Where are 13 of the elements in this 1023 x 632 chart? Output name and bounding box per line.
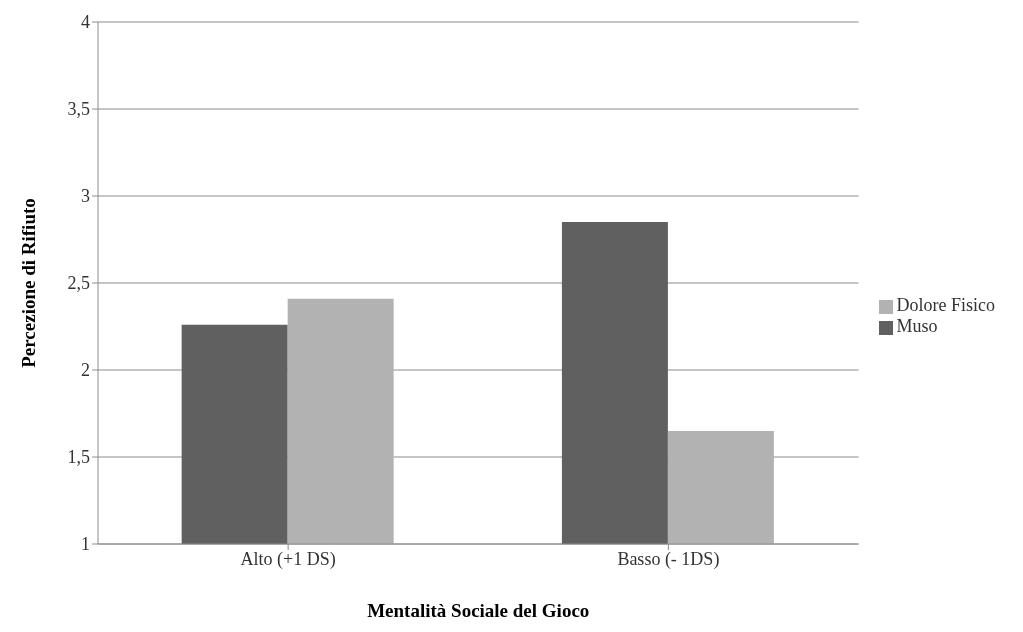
y-tick-label: 1 bbox=[81, 534, 90, 555]
y-axis-title: Percezione di Rifiuto bbox=[17, 198, 39, 368]
y-tick-label: 1,5 bbox=[67, 447, 90, 468]
y-tick-label: 2,5 bbox=[67, 273, 90, 294]
x-axis-title: Mentalità Sociale del Gioco bbox=[367, 600, 590, 622]
y-tick-label: 3,5 bbox=[67, 99, 90, 120]
legend-label: Muso bbox=[896, 316, 938, 336]
y-tick-label: 3 bbox=[81, 186, 90, 207]
y-tick-label: 2 bbox=[81, 360, 90, 381]
x-tick-label: Basso (- 1DS) bbox=[617, 548, 720, 570]
y-tick-label: 4 bbox=[81, 12, 90, 33]
x-tick-label: Alto (+1 DS) bbox=[240, 548, 336, 570]
legend-label: Dolore Fisico bbox=[896, 295, 995, 315]
